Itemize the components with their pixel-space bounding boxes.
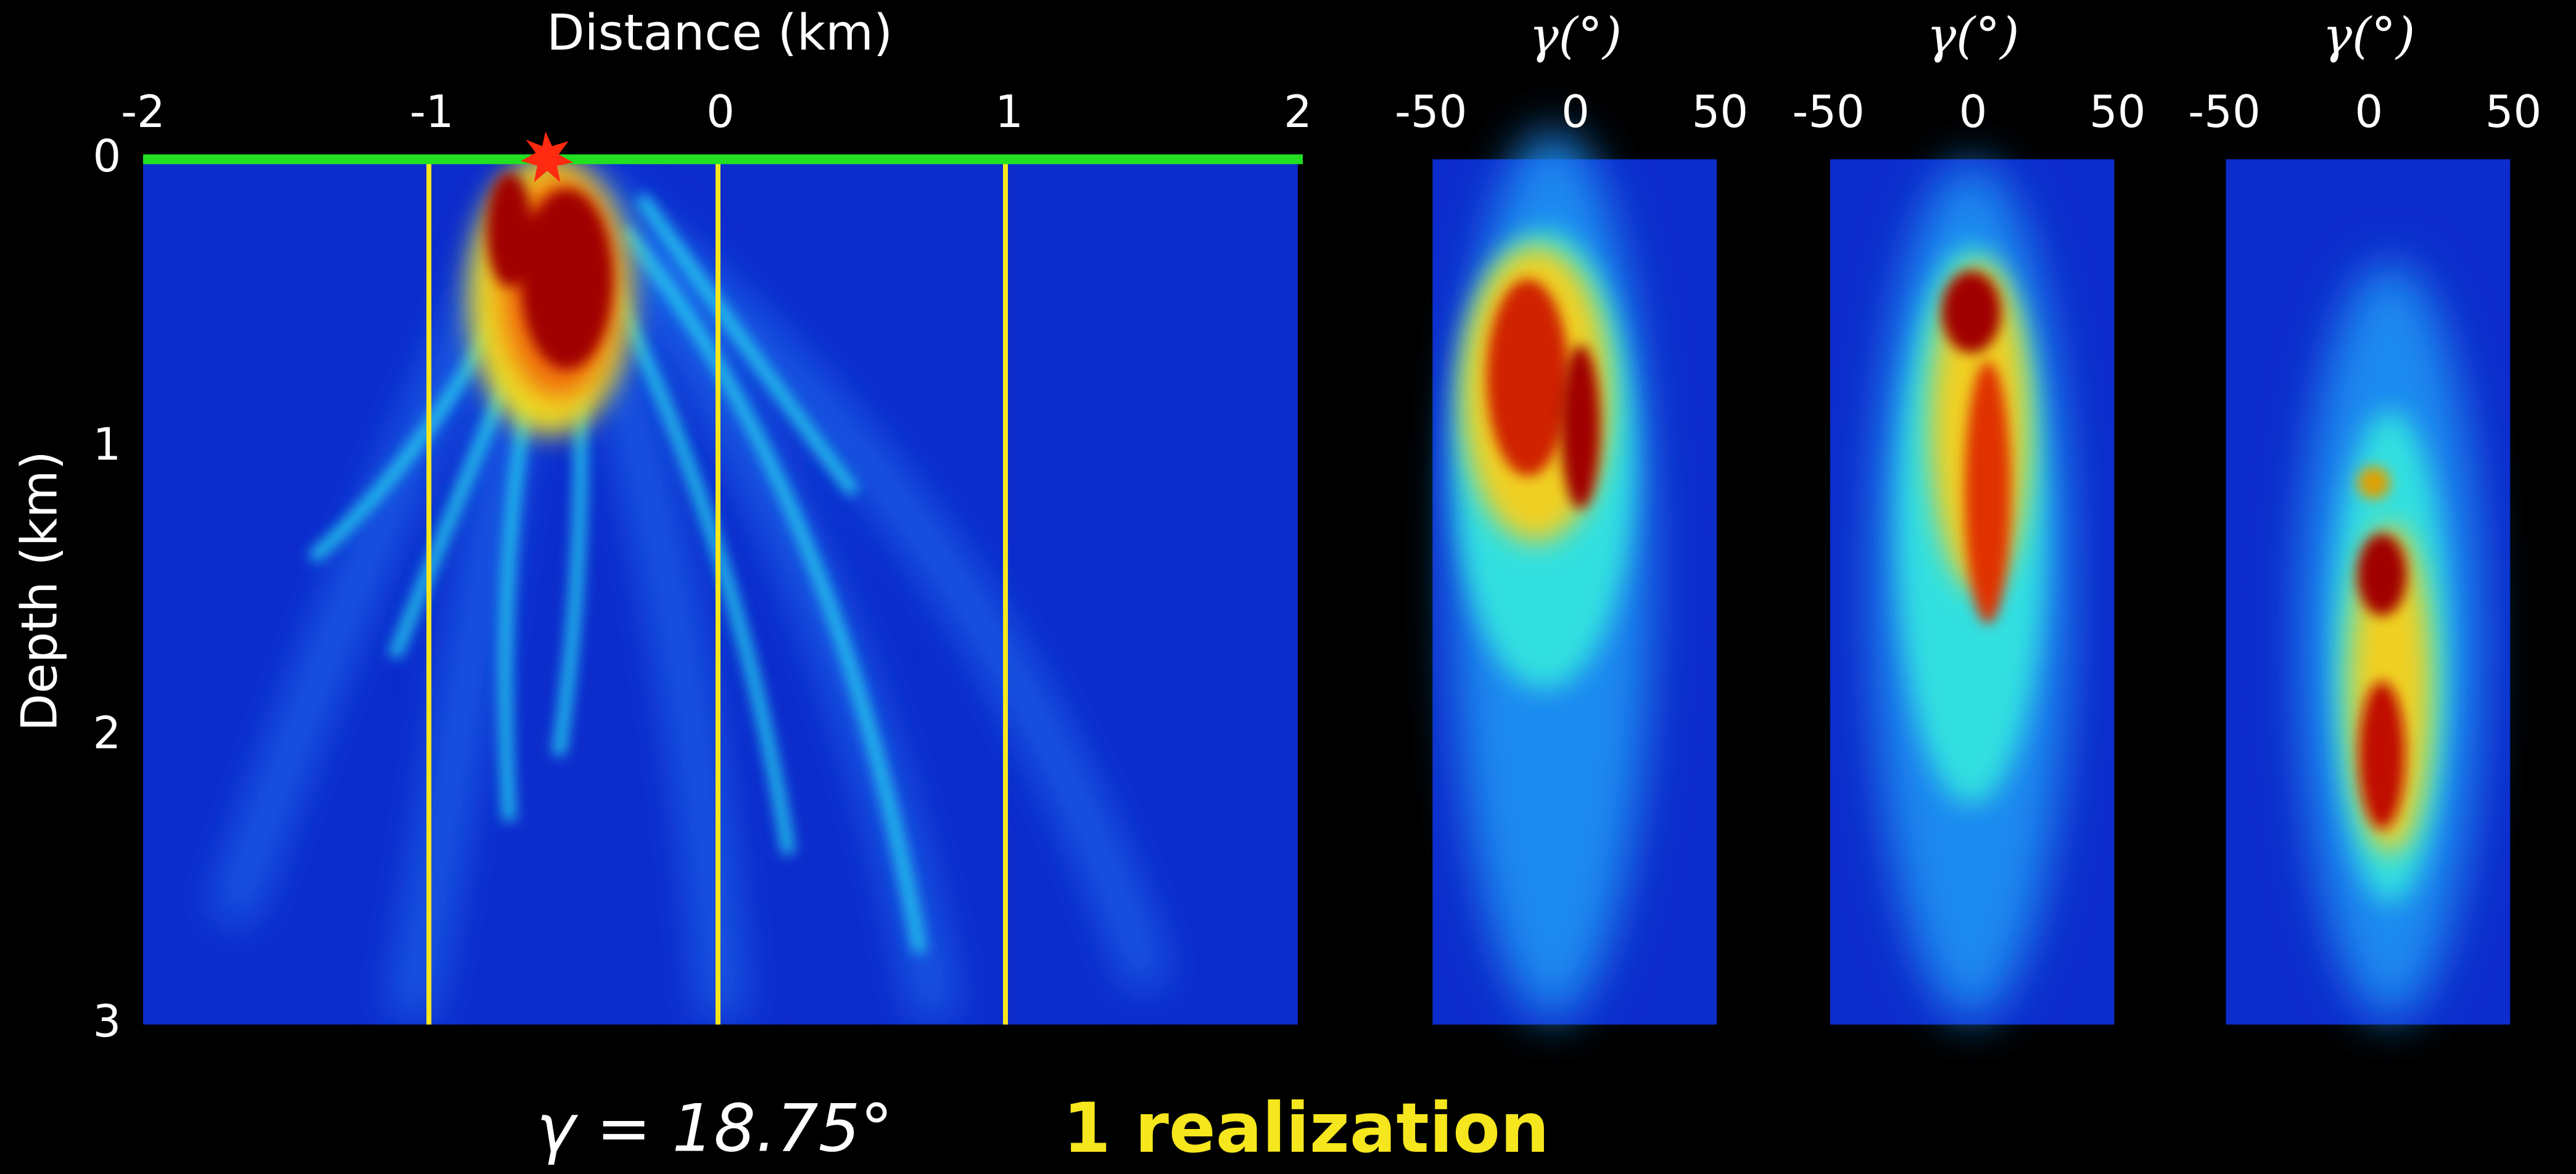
caption-equation: γ = 18.75° — [537, 1091, 893, 1167]
x-ticks: -2 -1 0 1 2 — [121, 86, 1312, 138]
angle-axis-title: γ(°) — [1926, 7, 2019, 64]
y-tick-label: 1 — [93, 419, 121, 470]
guide-lines — [426, 159, 1008, 1025]
y-axis-title: Depth (km) — [10, 451, 68, 731]
angle-tick-label: -50 — [1395, 86, 1467, 138]
x-tick-label: -1 — [410, 86, 454, 138]
angle-tick-label: -50 — [2188, 86, 2260, 138]
x-tick-label: 0 — [706, 86, 735, 138]
y-tick-label: 0 — [93, 130, 121, 182]
angle-tick-label: 50 — [1692, 86, 1748, 138]
y-ticks: 0 1 2 3 — [93, 130, 121, 1047]
angle-tick-label: 50 — [2089, 86, 2145, 138]
angle-axis-title: γ(°) — [1529, 7, 1622, 64]
y-tick-label: 3 — [93, 995, 121, 1047]
angle-tick-label: 0 — [2355, 86, 2383, 138]
angle-axis-title: γ(°) — [2322, 7, 2415, 64]
source-star — [521, 131, 574, 183]
y-tick-label: 2 — [93, 707, 121, 758]
angle-heatmap — [1830, 159, 2115, 1025]
angle-tick-label: 0 — [1561, 86, 1590, 138]
caption-note: 1 realization — [1063, 1088, 1550, 1168]
angle-tick-label: 50 — [2485, 86, 2541, 138]
x-axis-title: Distance (km) — [547, 4, 893, 62]
x-tick-label: 2 — [1284, 86, 1312, 138]
angle-heatmap — [2226, 159, 2511, 1025]
angle-tick-label: 0 — [1959, 86, 1988, 138]
angle-ticks: γ(°) -50 0 50 γ(°) -50 0 50 γ(°) -50 0 50 — [1395, 7, 2541, 138]
x-tick-label: -2 — [121, 86, 165, 138]
angle-tick-label: -50 — [1792, 86, 1864, 138]
x-tick-label: 1 — [995, 86, 1023, 138]
angle-heatmap — [1432, 131, 1717, 1025]
